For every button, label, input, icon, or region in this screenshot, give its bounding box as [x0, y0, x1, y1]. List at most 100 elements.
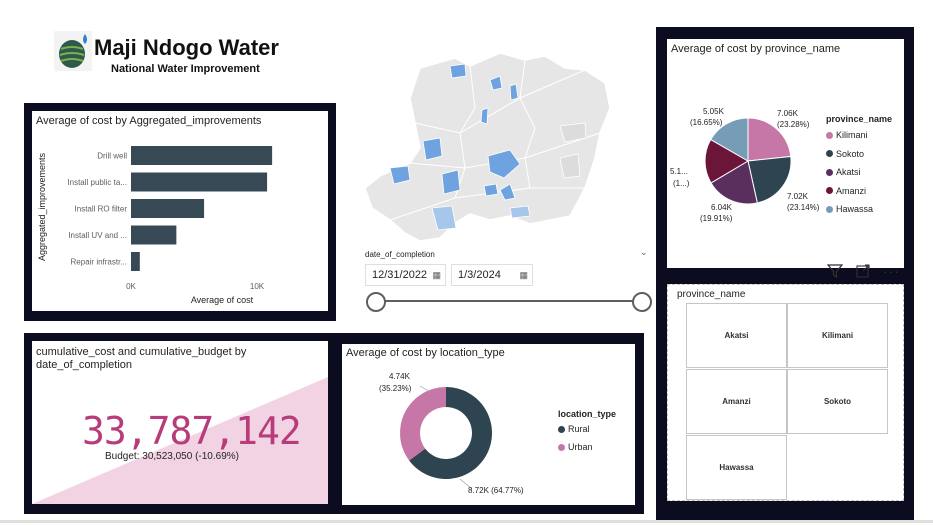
pie-legend-title: province_name — [826, 114, 893, 124]
pie-label-kilimani-pct: (23.28%) — [777, 120, 810, 129]
bar-chart-title: Average of cost by Aggregated_improvemen… — [36, 115, 262, 127]
page-scrollbar[interactable] — [0, 520, 933, 523]
app-logo — [54, 31, 92, 71]
province-button-hawassa[interactable]: Hawassa — [686, 435, 787, 500]
legend-dot — [826, 131, 833, 139]
x-tick-label: 0K — [126, 282, 136, 291]
leader-line — [419, 385, 431, 393]
pie-label-amanzi-value: 5.1... — [670, 167, 688, 176]
pie-label-akatsi-pct: (19.91%) — [700, 214, 733, 223]
date-slicer-label: date_of_completion — [365, 250, 435, 259]
end-date-value: 1/3/2024 — [458, 269, 501, 281]
pie-slice-sokoto[interactable] — [747, 155, 792, 204]
leader-line — [459, 478, 473, 490]
pie-label-sokoto-value: 7.02K — [787, 192, 808, 201]
bar-category-label: Install UV and ... — [68, 231, 127, 240]
legend-dot — [826, 168, 833, 176]
bar-chart-card[interactable]: Average of cost by Aggregated_improvemen… — [32, 111, 328, 311]
legend-label-rural: Rural — [568, 424, 590, 434]
map-country-shape — [364, 52, 611, 242]
province-button-akatsi[interactable]: Akatsi — [686, 303, 787, 368]
filter-icon[interactable] — [826, 263, 844, 279]
pie-label-amanzi-pct: (1...) — [673, 179, 690, 188]
bar-mark[interactable] — [131, 172, 268, 192]
legend-item-kilimani[interactable]: Kilimani — [826, 130, 868, 140]
province-map[interactable] — [360, 38, 650, 248]
cumulative-area-background — [32, 377, 328, 504]
end-date-input[interactable]: 1/3/2024 ▦ — [451, 264, 533, 286]
more-options-icon[interactable]: ··· — [883, 263, 900, 279]
calendar-icon[interactable]: ▦ — [519, 269, 528, 280]
legend-dot-rural — [558, 425, 565, 433]
pie-slice-amanzi[interactable] — [704, 138, 749, 184]
bar-mark[interactable] — [131, 252, 140, 271]
x-tick-label: 10K — [250, 282, 265, 291]
legend-label: Amanzi — [836, 185, 867, 196]
kpi-budget: Budget: 30,523,050 (-10.69%) — [105, 451, 239, 462]
kpi-title: cumulative_cost and cumulative_budget by… — [36, 346, 247, 371]
pie-slice-kilimani[interactable] — [747, 117, 792, 162]
bar-category-label: Install public ta... — [67, 178, 127, 187]
kpi-card[interactable]: cumulative_cost and cumulative_budget by… — [32, 341, 328, 504]
pie-title: Average of cost by province_name — [671, 43, 841, 55]
bar-mark[interactable] — [131, 199, 205, 218]
y-axis-label: Aggregated_improvements — [37, 152, 47, 261]
pie-label-hawassa-pct: (16.65%) — [690, 118, 723, 127]
donut-legend-title: location_type — [558, 409, 617, 419]
start-date-input[interactable]: 12/31/2022 ▦ — [365, 264, 446, 286]
legend-dot-urban — [558, 443, 565, 451]
bar-category-label: Repair infrastr... — [71, 258, 127, 267]
legend-item-urban[interactable]: Urban — [558, 442, 593, 452]
map-visual[interactable] — [360, 38, 650, 248]
bar-mark[interactable] — [131, 146, 273, 165]
kpi-value: 33,787,142 — [82, 409, 302, 453]
x-axis-label: Average of cost — [191, 295, 254, 305]
legend-dot — [826, 150, 833, 157]
province-button-amanzi[interactable]: Amanzi — [686, 369, 787, 434]
pie-label-akatsi-value: 6.04K — [711, 203, 732, 212]
bar-category-label: Drill well — [97, 152, 127, 161]
legend-label: Akatsi — [836, 167, 861, 177]
donut-slice-urban[interactable] — [400, 387, 446, 461]
pie-card[interactable]: Average of cost by province_name 7.06K (… — [667, 39, 904, 268]
legend-item-akatsi[interactable]: Akatsi — [826, 167, 861, 177]
province-slicer-title: province_name — [677, 289, 746, 300]
water-drop-globe-icon — [54, 31, 92, 71]
map-highlighted-regions — [389, 63, 587, 231]
pie-label-sokoto-pct: (23.14%) — [787, 203, 820, 212]
donut-chart — [400, 385, 492, 490]
calendar-icon[interactable]: ▦ — [432, 269, 441, 280]
legend-dot — [826, 205, 833, 213]
focus-mode-icon[interactable] — [855, 263, 871, 279]
legend-label: Kilimani — [836, 130, 868, 140]
bar-mark[interactable] — [131, 225, 177, 245]
legend-item-sokoto[interactable]: Sokoto — [826, 149, 864, 159]
donut-label-rural: 8.72K (64.77%) — [468, 486, 524, 495]
page-title: Maji Ndogo Water — [94, 35, 279, 60]
legend-item-amanzi[interactable]: Amanzi — [826, 186, 866, 196]
date-range-end-handle[interactable] — [632, 292, 652, 312]
pie-label-hawassa-value: 5.05K — [703, 107, 724, 116]
donut-label-urban-pct: (35.23%) — [379, 384, 412, 393]
pie-label-kilimani-value: 7.06K — [777, 109, 798, 118]
province-button-kilimani[interactable]: Kilimani — [787, 303, 888, 368]
start-date-value: 12/31/2022 — [372, 269, 428, 281]
pie-slice-hawassa[interactable] — [710, 117, 749, 162]
legend-label-urban: Urban — [568, 442, 593, 452]
legend-label: Sokoto — [836, 148, 865, 159]
date-slicer-collapse-icon[interactable]: ⌄ — [640, 247, 648, 257]
legend-dot — [826, 187, 833, 194]
legend-item-rural[interactable]: Rural — [558, 424, 590, 434]
legend-item-hawassa[interactable]: Hawassa — [826, 204, 873, 214]
pie-slice-akatsi[interactable] — [710, 160, 758, 205]
pie-chart — [704, 117, 792, 205]
donut-label-urban-value: 4.74K — [389, 372, 410, 381]
bar-chart: Drill well Install public ta... Install RO… — [37, 146, 273, 305]
donut-title: Average of cost by location_type — [346, 347, 505, 359]
donut-card[interactable]: Average of cost by location_type 4.74K (… — [342, 344, 635, 505]
date-range-start-handle[interactable] — [366, 292, 386, 312]
date-range-track[interactable] — [376, 300, 642, 302]
province-button-sokoto[interactable]: Sokoto — [787, 369, 888, 434]
donut-slice-rural[interactable] — [409, 387, 492, 479]
legend-label: Hawassa — [836, 204, 874, 214]
